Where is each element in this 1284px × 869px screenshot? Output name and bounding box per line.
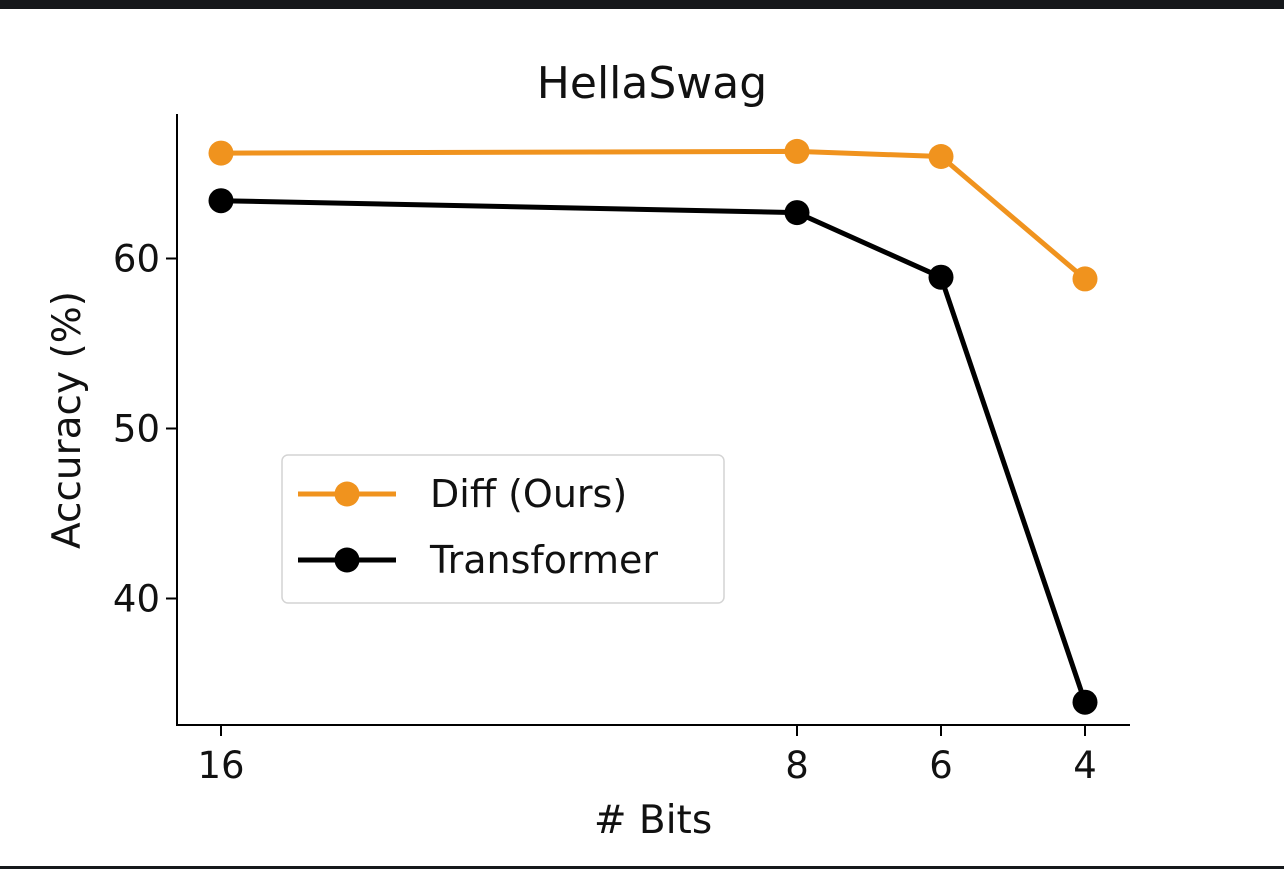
series-line-1 xyxy=(218,198,1088,705)
data-point-series-1 xyxy=(784,200,810,226)
x-tick-label: 16 xyxy=(197,744,244,787)
y-axis-label: Accuracy (%) xyxy=(45,291,90,549)
data-point-series-1 xyxy=(928,264,954,290)
x-tick-label: 4 xyxy=(1073,744,1097,787)
data-point-series-0 xyxy=(1072,266,1098,292)
data-point-series-1 xyxy=(208,188,234,214)
x-axis-label: # Bits xyxy=(594,798,712,843)
data-point-series-0 xyxy=(928,144,954,169)
y-tick-label: 40 xyxy=(113,578,160,621)
legend: Diff (Ours) Transformer xyxy=(281,454,725,604)
legend-marker-1 xyxy=(334,547,360,573)
top-border-bar xyxy=(0,0,1284,9)
x-tick-label: 6 xyxy=(929,744,953,787)
data-point-series-1 xyxy=(1072,689,1098,715)
legend-label-0: Diff (Ours) xyxy=(430,472,627,516)
y-tick-label: 60 xyxy=(113,238,160,281)
data-point-series-0 xyxy=(208,140,234,166)
series-line-0 xyxy=(218,148,1088,282)
x-tick-label: 8 xyxy=(785,744,809,787)
data-point-series-0 xyxy=(784,138,810,164)
bottom-border-bar xyxy=(0,866,1284,869)
plot-area: 16 8 6 4 40 50 60 xyxy=(113,114,1130,787)
legend-label-1: Transformer xyxy=(429,538,658,582)
y-tick-label: 50 xyxy=(113,408,160,451)
legend-marker-0 xyxy=(334,481,360,507)
chart-title: HellaSwag xyxy=(537,58,767,109)
